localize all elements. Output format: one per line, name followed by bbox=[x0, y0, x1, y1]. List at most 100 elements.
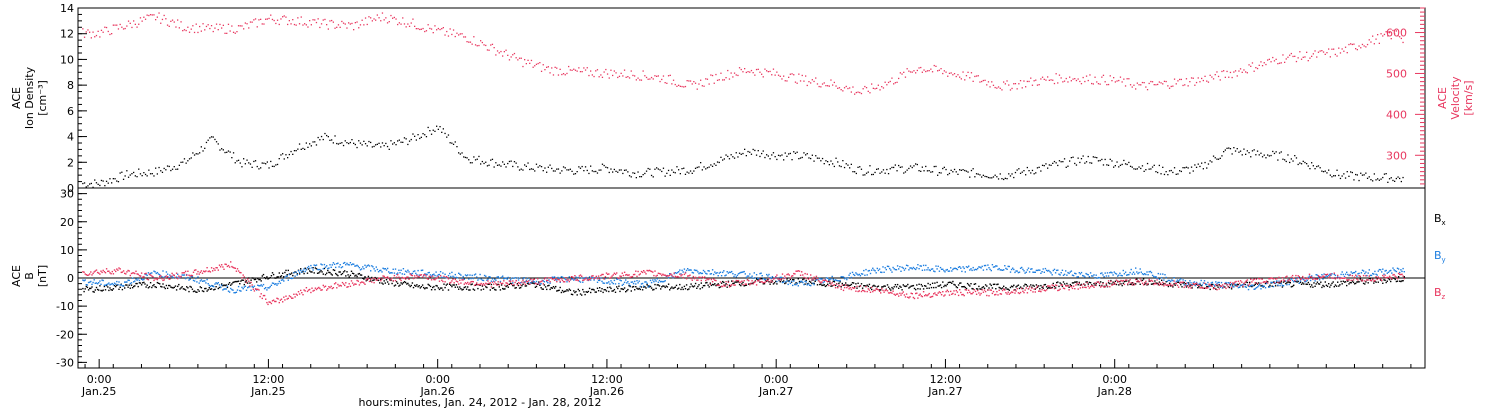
data-point bbox=[478, 277, 480, 280]
data-point bbox=[819, 281, 821, 283]
data-point bbox=[205, 25, 208, 28]
data-point bbox=[770, 279, 772, 281]
data-point bbox=[569, 168, 571, 170]
data-point bbox=[155, 286, 157, 289]
data-point bbox=[1325, 275, 1328, 277]
data-point bbox=[89, 287, 91, 290]
data-point bbox=[1353, 283, 1356, 285]
data-point bbox=[356, 264, 358, 266]
data-point bbox=[830, 160, 832, 162]
data-point bbox=[591, 275, 593, 277]
data-point bbox=[188, 31, 191, 33]
data-point bbox=[893, 83, 895, 85]
data-point bbox=[1161, 279, 1163, 281]
data-point bbox=[1096, 157, 1098, 159]
data-point bbox=[793, 280, 795, 282]
data-point bbox=[658, 272, 661, 275]
data-point bbox=[797, 285, 799, 287]
data-point bbox=[1165, 281, 1167, 283]
data-point bbox=[815, 155, 817, 157]
data-point bbox=[871, 286, 873, 289]
data-point bbox=[553, 276, 556, 278]
data-point bbox=[697, 279, 699, 281]
data-point bbox=[802, 281, 804, 284]
data-point bbox=[612, 282, 614, 285]
data-point bbox=[146, 175, 148, 177]
data-point bbox=[1016, 270, 1018, 272]
data-point bbox=[1031, 268, 1033, 270]
data-point bbox=[1339, 284, 1341, 286]
data-point bbox=[517, 59, 519, 61]
data-point bbox=[849, 167, 851, 169]
data-point bbox=[297, 17, 299, 19]
data-point bbox=[199, 25, 201, 28]
data-point bbox=[992, 290, 995, 293]
data-point bbox=[1265, 63, 1267, 66]
data-point bbox=[684, 173, 687, 175]
data-point bbox=[1309, 286, 1312, 288]
data-point bbox=[137, 285, 139, 288]
data-point bbox=[392, 143, 394, 145]
data-point bbox=[423, 286, 425, 289]
data-point bbox=[168, 284, 170, 287]
data-point bbox=[99, 184, 101, 187]
data-point bbox=[244, 281, 247, 283]
data-point bbox=[1142, 273, 1145, 276]
data-point bbox=[972, 291, 974, 294]
data-point bbox=[967, 171, 969, 173]
data-point bbox=[156, 16, 158, 18]
data-point bbox=[155, 278, 157, 280]
data-point bbox=[505, 166, 507, 168]
data-point bbox=[667, 169, 670, 172]
data-point bbox=[430, 28, 433, 30]
data-point bbox=[348, 264, 350, 266]
data-point bbox=[535, 283, 538, 285]
data-point bbox=[1172, 279, 1174, 282]
data-point bbox=[843, 166, 846, 169]
data-point bbox=[535, 63, 538, 65]
data-point bbox=[1060, 77, 1062, 79]
data-point bbox=[626, 273, 628, 276]
data-point bbox=[298, 273, 301, 275]
data-point bbox=[702, 269, 705, 272]
data-point bbox=[225, 284, 227, 286]
data-point bbox=[792, 275, 794, 277]
data-point bbox=[997, 283, 999, 285]
data-point bbox=[452, 29, 455, 31]
data-point bbox=[330, 273, 332, 275]
data-point bbox=[1123, 78, 1125, 80]
data-point bbox=[1089, 272, 1092, 274]
data-point bbox=[883, 291, 885, 293]
data-point bbox=[678, 276, 680, 278]
data-point bbox=[946, 289, 948, 291]
data-point bbox=[635, 177, 637, 179]
data-point bbox=[774, 156, 776, 158]
data-point bbox=[656, 274, 658, 277]
series-bz bbox=[82, 261, 1405, 306]
data-point bbox=[601, 76, 604, 78]
data-point bbox=[350, 270, 353, 272]
data-point bbox=[581, 71, 583, 73]
data-point bbox=[986, 294, 988, 297]
data-point bbox=[1338, 174, 1340, 177]
data-point bbox=[713, 82, 715, 84]
data-point bbox=[796, 270, 798, 272]
data-point bbox=[247, 278, 249, 280]
data-point bbox=[872, 290, 874, 293]
data-point bbox=[1041, 286, 1043, 288]
data-point bbox=[1054, 284, 1057, 286]
data-point bbox=[818, 157, 820, 159]
data-point bbox=[1256, 150, 1259, 152]
data-point bbox=[242, 279, 244, 281]
data-point bbox=[744, 273, 746, 275]
data-point bbox=[1338, 47, 1340, 49]
data-point bbox=[282, 301, 284, 303]
data-point bbox=[678, 84, 680, 86]
data-point bbox=[282, 279, 284, 281]
data-point bbox=[617, 287, 619, 290]
data-point bbox=[486, 165, 489, 167]
data-point bbox=[666, 286, 669, 288]
data-point bbox=[298, 271, 301, 274]
data-point bbox=[1215, 281, 1217, 283]
data-point bbox=[1016, 288, 1018, 290]
